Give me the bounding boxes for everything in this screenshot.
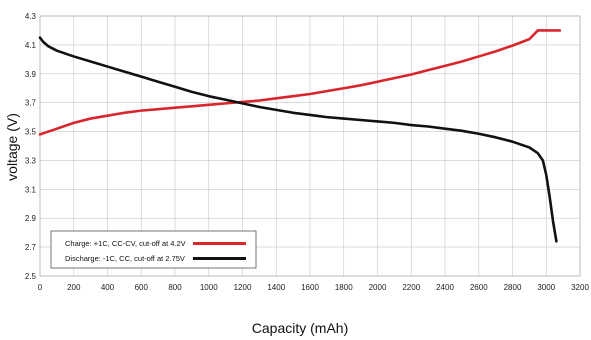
charge-curve — [38, 29, 562, 136]
x-tick-label: 200 — [67, 283, 81, 292]
series-lines — [38, 29, 562, 243]
legend-label-discharge: Discharge: -1C, CC, cut-off at 2.75V — [65, 254, 185, 263]
y-tick-label: 2.5 — [25, 272, 37, 281]
discharge-curve — [38, 36, 558, 243]
x-tick-label: 2200 — [402, 283, 420, 292]
legend-label-charge: Charge: +1C, CC-CV, cut-off at 4.2V — [65, 239, 186, 248]
x-tick-label: 1200 — [234, 283, 252, 292]
y-tick-label: 3.9 — [25, 70, 37, 79]
y-axis-title: voltage (V) — [4, 113, 20, 181]
x-tick-label: 0 — [38, 283, 43, 292]
y-tick-label: 2.7 — [25, 243, 37, 252]
x-axis-title: Capacity (mAh) — [252, 320, 348, 336]
y-tick-label: 4.1 — [25, 41, 37, 50]
legend: Charge: +1C, CC-CV, cut-off at 4.2V Disc… — [50, 230, 257, 269]
y-tick-label: 3.3 — [25, 156, 37, 165]
y-tick-label: 4.3 — [25, 12, 37, 21]
legend-box — [50, 230, 257, 269]
x-tick-label: 2800 — [504, 283, 522, 292]
y-tick-label: 3.7 — [25, 99, 37, 108]
x-tick-label: 3000 — [537, 283, 555, 292]
y-tick-label: 3.1 — [25, 185, 37, 194]
x-tick-label: 3200 — [571, 283, 589, 292]
x-tick-label: 400 — [101, 283, 115, 292]
x-tick-label: 1800 — [335, 283, 353, 292]
y-tick-label: 2.9 — [25, 214, 37, 223]
tick-labels: 0 200 400 600 800 1000 1200 1400 1600 1800 2000 220… — [25, 12, 590, 292]
x-tick-label: 800 — [168, 283, 182, 292]
y-tick-label: 3.5 — [25, 128, 37, 137]
x-tick-label: 1000 — [200, 283, 218, 292]
x-tick-label: 2400 — [436, 283, 454, 292]
x-tick-label: 2600 — [470, 283, 488, 292]
x-tick-label: 1600 — [301, 283, 319, 292]
x-tick-label: 2000 — [369, 283, 387, 292]
x-tick-label: 600 — [135, 283, 149, 292]
x-tick-label: 1400 — [267, 283, 285, 292]
